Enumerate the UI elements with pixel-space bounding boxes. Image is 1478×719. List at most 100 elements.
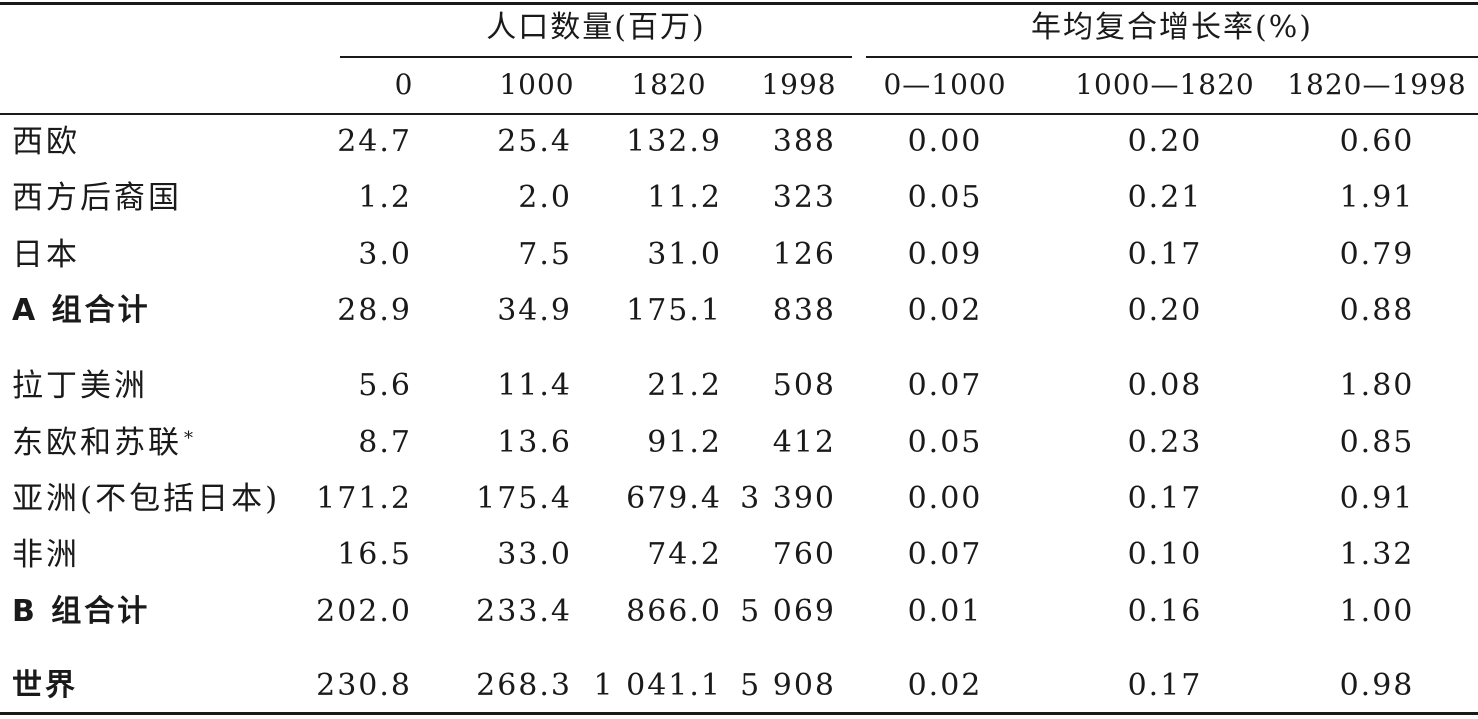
growth-rate-value: 0.91 — [1339, 481, 1415, 516]
growth-rate-value: 0.21 — [1127, 180, 1203, 215]
population-value: 1 041.1 — [593, 668, 722, 703]
growth-rate-value: 1.80 — [1339, 368, 1415, 403]
row-label: 世界 — [12, 666, 78, 706]
growth-rate-value: 0.07 — [907, 368, 983, 403]
row-label: A 组合计 — [12, 291, 151, 331]
population-value: 3.0 — [358, 237, 412, 272]
population-value: 2.0 — [518, 180, 572, 215]
population-value: 25.4 — [497, 124, 572, 159]
row-label: 西欧 — [12, 122, 80, 162]
row-label-text: 西方后裔国 — [12, 180, 182, 216]
growth-rate-value: 1.00 — [1339, 594, 1415, 629]
population-value: 16.5 — [337, 537, 412, 572]
population-value: 126 — [772, 237, 836, 272]
population-value: 508 — [772, 368, 836, 403]
column-header: 1820—1998 — [1287, 68, 1467, 101]
group-header-growth: 年均复合增长率(%) — [1031, 10, 1313, 45]
population-value: 8.7 — [358, 425, 412, 460]
growth-rate-value: 0.02 — [907, 668, 983, 703]
row-label-text: 东欧和苏联 — [12, 425, 182, 461]
row-label: B 组合计 — [12, 592, 150, 632]
row-label: 亚洲(不包括日本) — [12, 479, 280, 519]
population-value: 175.4 — [476, 481, 572, 516]
population-value: 91.2 — [647, 425, 722, 460]
growth-rate-value: 0.79 — [1339, 237, 1415, 272]
population-value: 230.8 — [316, 668, 412, 703]
growth-rate-value: 0.17 — [1127, 668, 1203, 703]
population-value: 268.3 — [476, 668, 572, 703]
population-value: 866.0 — [626, 594, 722, 629]
growth-rate-value: 0.85 — [1339, 425, 1415, 460]
growth-rate-value: 0.08 — [1127, 368, 1203, 403]
row-label: 拉丁美洲 — [12, 366, 148, 406]
population-value: 5.6 — [358, 368, 412, 403]
population-value: 679.4 — [626, 481, 722, 516]
growth-rate-value: 0.17 — [1127, 237, 1203, 272]
column-header: 0—1000 — [883, 68, 1007, 101]
row-label: 日本 — [12, 235, 80, 275]
group-header-population: 人口数量(百万) — [486, 10, 706, 45]
footnote-mark: * — [184, 428, 196, 449]
column-header: 1820 — [631, 68, 707, 101]
growth-rate-value: 0.20 — [1127, 124, 1203, 159]
population-value: 838 — [772, 293, 836, 328]
growth-rate-value: 0.09 — [907, 237, 983, 272]
row-label-text: 亚洲(不包括日本) — [12, 481, 281, 517]
growth-group-rule — [866, 56, 1478, 58]
table-bottom-rule — [0, 712, 1478, 715]
growth-rate-value: 0.20 — [1127, 293, 1203, 328]
row-label-text: 拉丁美洲 — [12, 368, 148, 404]
population-value: 13.6 — [497, 425, 572, 460]
population-value: 74.2 — [647, 537, 722, 572]
row-label-text: 西欧 — [12, 124, 80, 160]
row-label-text: B 组合计 — [12, 594, 151, 629]
population-value: 24.7 — [337, 124, 412, 159]
population-value: 202.0 — [316, 594, 412, 629]
growth-rate-value: 0.10 — [1127, 537, 1203, 572]
population-value: 171.2 — [316, 481, 412, 516]
population-value: 11.4 — [497, 368, 572, 403]
row-label-text: 日本 — [12, 237, 80, 273]
column-header: 1000—1820 — [1075, 68, 1255, 101]
column-header: 0 — [394, 68, 414, 101]
growth-rate-value: 0.23 — [1127, 425, 1203, 460]
population-value: 11.2 — [647, 180, 722, 215]
row-label: 东欧和苏联 * — [12, 423, 196, 463]
population-value: 1.2 — [358, 180, 412, 215]
growth-rate-value: 0.05 — [907, 180, 983, 215]
population-value: 132.9 — [626, 124, 722, 159]
population-value: 760 — [772, 537, 836, 572]
growth-rate-value: 0.07 — [907, 537, 983, 572]
population-value: 412 — [772, 425, 836, 460]
growth-rate-value: 1.32 — [1339, 537, 1415, 572]
population-value: 388 — [772, 124, 836, 159]
table-top-rule — [0, 2, 1478, 5]
population-value: 28.9 — [337, 293, 412, 328]
population-value: 175.1 — [626, 293, 722, 328]
growth-rate-value: 0.00 — [907, 124, 983, 159]
population-value: 33.0 — [497, 537, 572, 572]
header-bottom-rule — [0, 113, 1478, 115]
growth-rate-value: 0.16 — [1127, 594, 1203, 629]
growth-rate-value: 0.00 — [907, 481, 983, 516]
population-value: 21.2 — [647, 368, 722, 403]
population-value: 7.5 — [518, 237, 572, 272]
population-value: 5 069 — [740, 594, 836, 629]
growth-rate-value: 0.01 — [907, 594, 983, 629]
population-value: 233.4 — [476, 594, 572, 629]
growth-rate-value: 0.05 — [907, 425, 983, 460]
growth-rate-value: 0.60 — [1339, 124, 1415, 159]
growth-rate-value: 0.02 — [907, 293, 983, 328]
population-value: 323 — [772, 180, 836, 215]
growth-rate-value: 0.88 — [1339, 293, 1415, 328]
population-group-rule — [340, 56, 852, 58]
population-value: 34.9 — [497, 293, 572, 328]
population-value: 31.0 — [647, 237, 722, 272]
column-header: 1000 — [499, 68, 575, 101]
population-value: 3 390 — [740, 481, 836, 516]
row-label-text: 世界 — [12, 668, 78, 703]
row-label-text: A 组合计 — [12, 293, 151, 328]
growth-rate-value: 0.98 — [1339, 668, 1415, 703]
row-label: 西方后裔国 — [12, 178, 182, 218]
